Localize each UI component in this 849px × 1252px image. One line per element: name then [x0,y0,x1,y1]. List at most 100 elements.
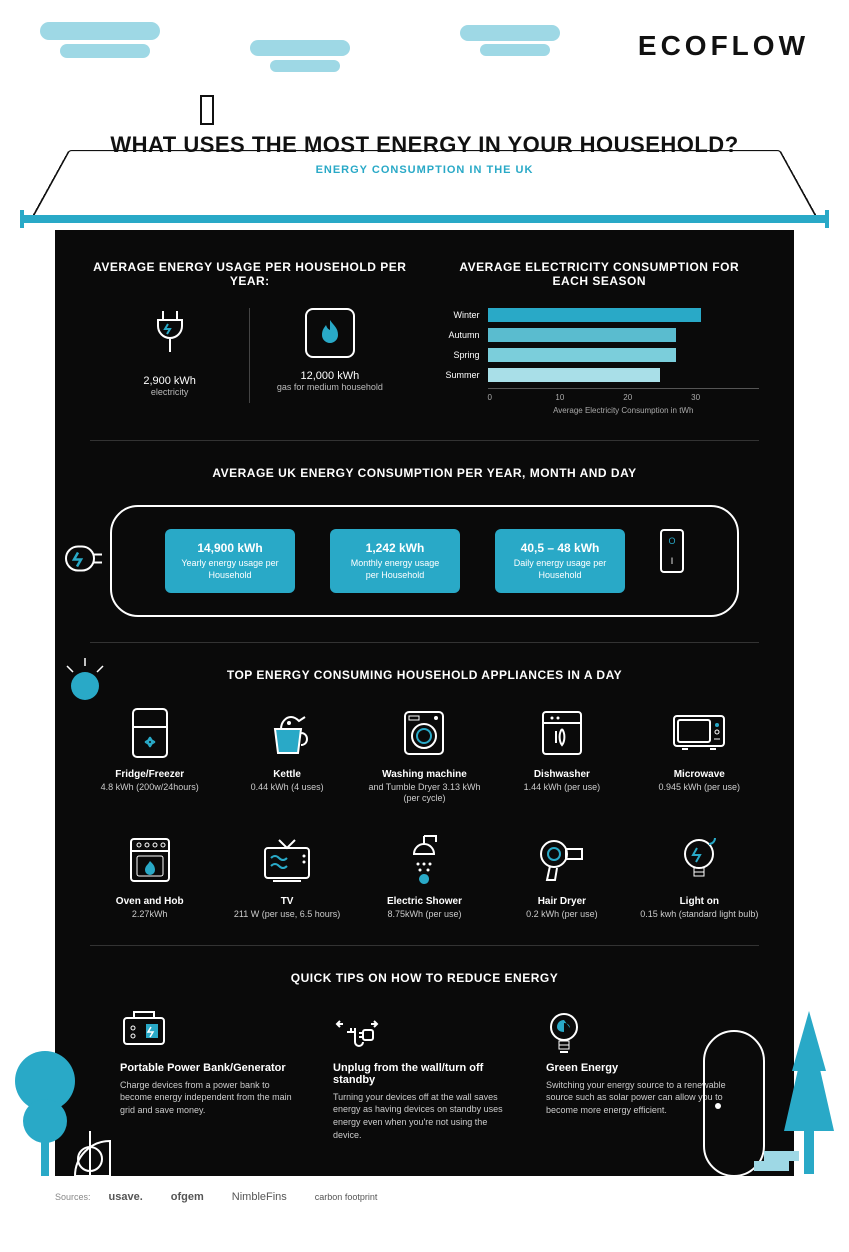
appliance-detail: 0.15 kwh (standard light bulb) [640,909,759,920]
card-label: Daily energy usage per Household [511,558,609,581]
tips-grid: Portable Power Bank/GeneratorCharge devi… [90,1010,759,1141]
stat-value: 12,000 kWh [265,370,394,382]
avg-usage-block: AVERAGE ENERGY USAGE PER HOUSEHOLD PER Y… [90,260,410,415]
axis-tick: 20 [623,393,691,402]
card-label: Yearly energy usage per Household [181,558,279,581]
card-label: Monthly energy usage per Household [346,558,444,581]
tv-icon [261,834,313,886]
appliance-item: Kettle 0.44 kWh (4 uses) [227,707,346,804]
appliance-name: Microwave [640,769,759,780]
appliance-item: TV 211 W (per use, 6.5 hours) [227,834,346,920]
bar-label: Summer [440,370,488,380]
appliance-item: Microwave0.945 kWh (per use) [640,707,759,804]
section-averages-row: AVERAGE ENERGY USAGE PER HOUSEHOLD PER Y… [90,260,759,415]
bar-label: Winter [440,310,488,320]
card-value: 14,900 kWh [181,541,279,555]
kettle-icon [261,707,313,759]
consumption-card: 14,900 kWh Yearly energy usage per Househ… [165,529,295,593]
chart-bar-row: Summer [440,368,735,382]
source-item: usave. [109,1191,143,1203]
dishwasher-icon [536,707,588,759]
chimney-decor [200,95,214,125]
stat-label: gas for medium household [265,382,394,394]
cloud [460,25,560,41]
chart-bar-row: Winter [440,308,735,322]
stat-gas: 12,000 kWh gas for medium household [250,308,409,394]
tip-body: Turning your devices off at the wall sav… [333,1091,516,1141]
appliance-item: Dishwasher 1.44 kWh (per use) [502,707,621,804]
card-value: 40,5 – 48 kWh [511,541,609,555]
bar-label: Spring [440,350,488,360]
divider [90,642,759,643]
consumption-card: 1,242 kWhMonthly energy usage per Househ… [330,529,460,593]
chart-bar-row: Spring [440,348,735,362]
consumption-card: 40,5 – 48 kWh Daily energy usage per Hous… [495,529,625,593]
bar-fill [488,328,677,342]
divider [90,945,759,946]
greenbulb-icon [546,1010,586,1050]
section2-title: AVERAGE UK ENERGY CONSUMPTION PER YEAR, … [90,466,759,480]
appliance-detail: 0.2 kWh (per use) [502,909,621,920]
appliance-name: TV [227,896,346,907]
appliance-name: Hair Dryer [502,896,621,907]
switch-on: I [662,551,682,571]
season-chart-title: AVERAGE ELECTRICITY CONSUMPTION FOR EACH… [440,260,760,288]
appliance-detail: 0.44 kWh (4 uses) [227,782,346,793]
bar-track [488,328,735,342]
subtitle: ENERGY CONSUMPTION IN THE UK [50,164,799,176]
appliance-detail: 1.44 kWh (per use) [502,782,621,793]
appliance-detail: 211 W (per use, 6.5 hours) [227,909,346,920]
plug-icon [105,308,234,363]
shower-icon [398,834,450,886]
door-tree-right-decor [694,1001,844,1181]
tip-title: Unplug from the wall/turn off standby [333,1062,516,1086]
appliance-name: Light on [640,896,759,907]
appliance-name: Electric Shower [365,896,484,907]
section3-title: TOP ENERGY CONSUMING HOUSEHOLD APPLIANCE… [90,668,759,682]
appliance-detail: and Tumble Dryer 3.13 kWh (per cycle) [365,782,484,804]
switch-icon: OI [660,529,684,573]
blue-bar [20,215,829,223]
source-item: carbon footprint [315,1192,378,1202]
appliance-name: Washing machine [365,769,484,780]
season-chart: AVERAGE ELECTRICITY CONSUMPTION FOR EACH… [440,260,760,415]
appliance-item: Light on 0.15 kwh (standard light bulb) [640,834,759,920]
appliance-item: Fridge/Freezer4.8 kWh (200w/24hours) [90,707,209,804]
appliance-detail: 2.27kWh [90,909,209,920]
plug-connector-icon [58,535,106,588]
cloud [270,60,340,72]
divider [90,440,759,441]
bar-fill [488,368,661,382]
appliance-name: Dishwasher [502,769,621,780]
bar-fill [488,348,677,362]
appliance-name: Kettle [227,769,346,780]
infographic-page: ECOFLOW WHAT USES THE MOST ENERGY IN YOU… [0,0,849,1203]
tree-left-decor [5,1031,115,1181]
main-panel: AVERAGE ENERGY USAGE PER HOUSEHOLD PER Y… [55,230,794,1176]
microwave-icon [673,707,725,759]
bar-fill [488,308,702,322]
bar-track [488,348,735,362]
appliance-detail: 8.75kWh (per use) [365,909,484,920]
appliances-grid: Fridge/Freezer4.8 kWh (200w/24hours)Kett… [90,707,759,919]
blue-bar-cap [20,210,24,228]
stat-value: 2,900 kWh [105,375,234,387]
washer-icon [398,707,450,759]
appliance-item: Hair Dryer 0.2 kWh (per use) [502,834,621,920]
switch-off: O [662,531,682,551]
chart-bar-row: Autumn [440,328,735,342]
tip-body: Charge devices from a power bank to beco… [120,1079,303,1117]
appliance-item: Electric Shower 8.75kWh (per use) [365,834,484,920]
axis-tick: 0 [488,393,556,402]
stat-label: electricity [105,387,234,399]
axis-tick: 10 [555,393,623,402]
cloud [60,44,150,58]
roof-header: WHAT USES THE MOST ENERGY IN YOUR HOUSEH… [0,110,849,230]
tip-item: Portable Power Bank/GeneratorCharge devi… [120,1010,303,1141]
cloud [40,22,160,40]
appliance-item: Washing machine and Tumble Dryer 3.13 kWh… [365,707,484,804]
source-item: NimbleFins [232,1191,287,1203]
sky-area: ECOFLOW [0,0,849,110]
bar-track [488,308,735,322]
tip-item: Unplug from the wall/turn off standby Tur… [333,1010,516,1141]
